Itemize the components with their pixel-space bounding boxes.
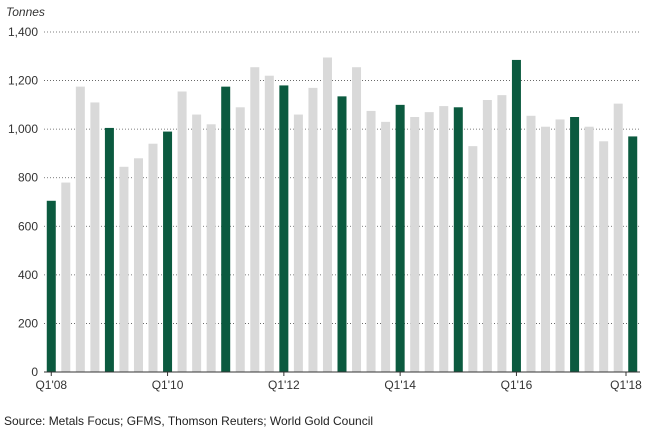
bar-Q108: [46, 200, 56, 372]
bar-Q414: [439, 106, 449, 373]
y-tick-label: 0: [31, 365, 38, 379]
bar-Q317: [599, 141, 609, 372]
y-tick-label: 600: [18, 219, 38, 233]
bar-Q313: [366, 110, 376, 372]
source-note: Source: Metals Focus; GFMS, Thomson Reut…: [4, 414, 374, 428]
bar-Q217: [584, 126, 594, 372]
x-tick-label: Q1'12: [268, 378, 300, 392]
y-tick-label: 800: [18, 171, 38, 185]
y-tick-label: 1,200: [8, 74, 38, 88]
x-tick-label: Q1'14: [384, 378, 416, 392]
bar-Q109: [104, 127, 114, 372]
bar-Q115: [453, 107, 463, 373]
bar-Q112: [279, 85, 289, 372]
bar-Q214: [410, 117, 420, 372]
y-tick-label: 400: [18, 268, 38, 282]
x-axis-ticks: Q1'08 Q1'10 Q1'12 Q1'14 Q1'16 Q1'18: [35, 372, 642, 392]
bar-Q116: [511, 59, 521, 373]
bar-Q215: [468, 146, 478, 372]
bar-Q415: [497, 95, 507, 373]
bar-Q210: [177, 91, 187, 372]
bar-Q211: [235, 107, 245, 373]
bar-Q416: [555, 119, 565, 372]
bar-Q417: [613, 103, 623, 373]
x-tick-label: Q1'18: [610, 378, 642, 392]
bar-Q213: [352, 67, 362, 372]
bar-Q413: [381, 121, 391, 372]
bars: [46, 57, 638, 373]
bar-Q410: [206, 124, 216, 373]
bar-Q408: [90, 102, 100, 372]
bar-Q208: [61, 182, 71, 372]
bar-Q310: [192, 114, 202, 373]
bar-Q111: [221, 86, 231, 373]
y-tick-label: 200: [18, 316, 38, 330]
x-tick-label: Q1'08: [35, 378, 67, 392]
bar-Q110: [163, 131, 173, 372]
bar-Q212: [293, 114, 303, 373]
y-tick-label: 1,000: [8, 122, 38, 136]
bar-Q309: [133, 158, 143, 372]
bar-Q316: [541, 126, 551, 372]
bar-Q411: [264, 75, 274, 372]
bar-chart: Tonnes 0 200 400 600 800 1,000 1,200 1,400 Q1'0…: [6, 5, 642, 392]
x-tick-label: Q1'10: [152, 378, 184, 392]
bar-Q308: [75, 86, 85, 373]
y-axis-ticks: 0 200 400 600 800 1,000 1,200 1,400: [8, 25, 38, 379]
bar-Q114: [395, 104, 405, 372]
y-axis-label: Tonnes: [6, 5, 45, 19]
bar-Q216: [526, 115, 536, 373]
bar-Q113: [337, 96, 347, 372]
bar-Q409: [148, 143, 158, 372]
bar-Q117: [570, 117, 580, 372]
bar-Q315: [482, 100, 492, 372]
bar-Q314: [424, 112, 434, 373]
x-tick-label: Q1'16: [501, 378, 533, 392]
bar-Q311: [250, 67, 260, 372]
bar-Q412: [322, 57, 332, 372]
y-tick-label: 1,400: [8, 25, 38, 39]
bar-Q312: [308, 87, 318, 372]
bar-Q118: [628, 136, 638, 372]
bar-Q209: [119, 166, 129, 372]
